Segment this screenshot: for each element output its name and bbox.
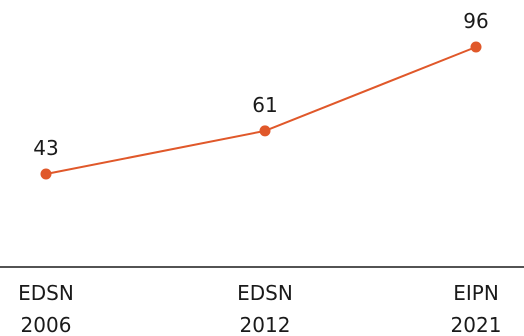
data-point-2	[259, 125, 271, 137]
series-layer	[40, 41, 482, 180]
x-tick-label-3-line-1: EIPN	[453, 281, 499, 305]
x-tick-label-3-line-2: 2021	[451, 313, 502, 336]
data-point-3	[470, 41, 482, 53]
x-tick-label-1-line-2: 2006	[21, 313, 72, 336]
x-tick-label-2-line-2: 2012	[240, 313, 291, 336]
data-label-layer: 43 61 96	[33, 9, 488, 160]
data-label-2: 61	[252, 93, 277, 117]
series-line-segment-2	[264, 46, 477, 132]
series-line-segment-1	[45, 129, 266, 175]
data-label-1: 43	[33, 136, 58, 160]
x-tick-layer: EDSN 2006 EDSN 2012 EIPN 2021	[18, 281, 501, 336]
data-point-1	[40, 168, 52, 180]
data-label-3: 96	[463, 9, 488, 33]
x-tick-label-1-line-1: EDSN	[18, 281, 74, 305]
x-tick-label-2-line-1: EDSN	[237, 281, 293, 305]
